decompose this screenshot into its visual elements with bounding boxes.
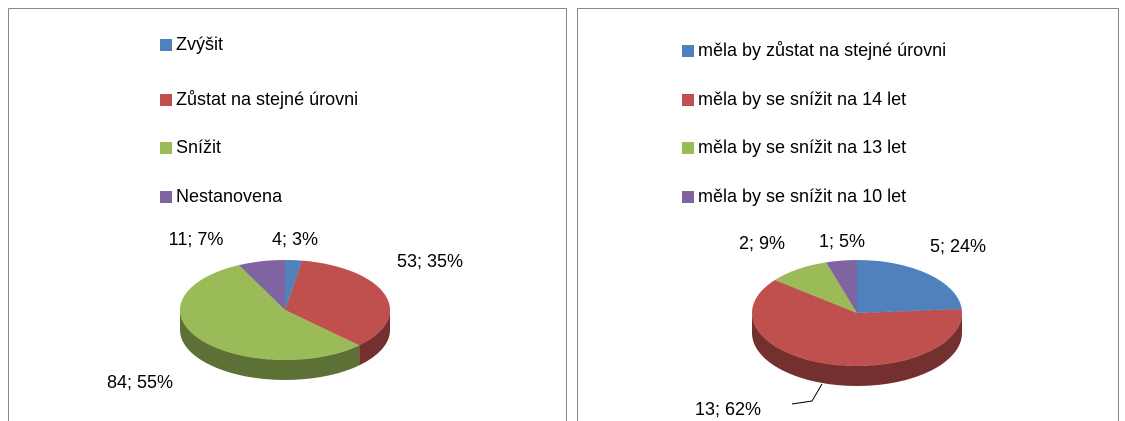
legend-label: Zůstat na stejné úrovni <box>176 89 358 109</box>
legend-swatch <box>682 94 694 106</box>
leader-line <box>791 383 823 405</box>
legend-label: Zvýšit <box>176 34 223 54</box>
legend-swatch <box>160 142 172 154</box>
legend-swatch <box>160 191 172 203</box>
data-label: 11; 7% <box>169 229 224 249</box>
pie-slice <box>774 262 857 313</box>
pie-slice <box>857 260 962 313</box>
legend-swatch <box>160 39 172 51</box>
pie-slice <box>826 260 857 313</box>
legend-swatch <box>682 45 694 57</box>
legend-label: měla by se snížit na 14 let <box>698 89 906 109</box>
data-label: 1; 5% <box>819 231 865 251</box>
data-label: 53; 35% <box>397 251 463 271</box>
legend-label: měla by se snížit na 13 let <box>698 137 906 157</box>
data-label: 84; 55% <box>107 372 173 392</box>
pie-slice <box>180 265 360 360</box>
legend-label: měla by se snížit na 10 let <box>698 186 906 206</box>
data-label: 4; 3% <box>272 229 318 249</box>
pie-side <box>359 310 390 366</box>
data-label: 5; 24% <box>930 236 986 256</box>
legend-swatch <box>682 142 694 154</box>
legend-label: Nestanovena <box>176 186 283 206</box>
legend-label: měla by zůstat na stejné úrovni <box>698 40 946 60</box>
legend-swatch <box>682 191 694 203</box>
pie-slice <box>238 260 285 310</box>
data-label: 13; 62% <box>695 399 761 419</box>
pie-slice <box>285 260 303 310</box>
pie-slice <box>752 279 963 366</box>
pie-side <box>179 310 360 380</box>
legend-label: Snížit <box>176 137 221 157</box>
legend-swatch <box>160 94 172 106</box>
data-label: 2; 9% <box>739 233 785 253</box>
panel-frame <box>8 8 1119 421</box>
pie-slice <box>285 260 390 346</box>
pie-side <box>752 313 962 386</box>
